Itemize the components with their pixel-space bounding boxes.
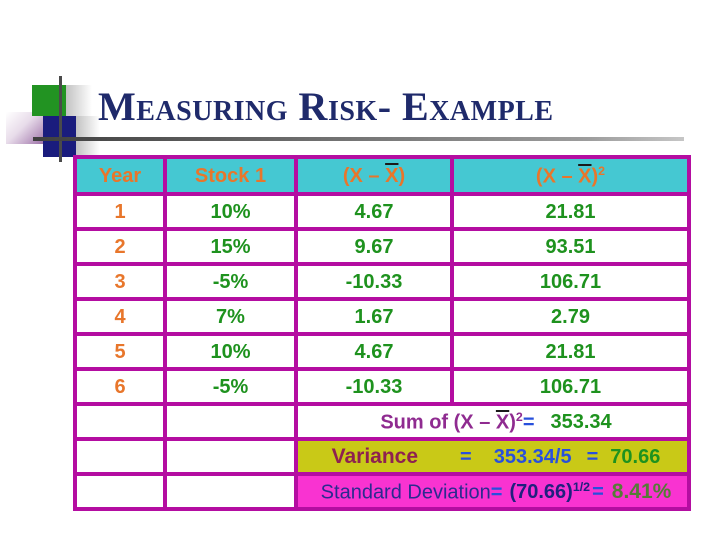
- sum-cell: Sum of (X – X)2= 353.34: [294, 402, 691, 441]
- cell-deviation: 4.67: [294, 332, 454, 371]
- cell-deviation-squared: 106.71: [450, 262, 691, 301]
- cell-year: 2: [73, 227, 167, 266]
- table-row: 2 15% 9.67 93.51: [73, 227, 691, 266]
- table-row: 5 10% 4.67 21.81: [73, 332, 691, 371]
- header-dev-pre: (X –: [342, 164, 386, 187]
- header-devsq-exponent: 2: [598, 163, 606, 178]
- sum-equals-sign: =: [522, 411, 535, 434]
- cell-year: 6: [73, 367, 167, 406]
- stddev-expression: Standard Deviation= (70.66)1/2 = 8.41%: [298, 479, 687, 504]
- header-dev-post: ): [398, 164, 406, 187]
- cell-stock1: 10%: [163, 192, 298, 231]
- stddev-base: (70.66): [509, 481, 573, 504]
- sum-expression: Sum of (X – X)2= 353.34: [298, 409, 687, 434]
- sum-label-close: ): [509, 411, 516, 434]
- cell-deviation-squared: 21.81: [450, 332, 691, 371]
- empty-cell: [163, 437, 298, 476]
- sum-label: Sum of (X –: [380, 411, 496, 434]
- cell-deviation-squared: 2.79: [450, 297, 691, 336]
- variance-value: 70.66: [610, 446, 661, 468]
- cell-deviation-squared: 93.51: [450, 227, 691, 266]
- decoration-navy-shadow: [76, 116, 100, 157]
- variance-equals-sign-2: =: [586, 446, 599, 468]
- sum-row: Sum of (X – X)2= 353.34: [73, 402, 691, 441]
- header-dev-xbar: X: [385, 164, 399, 187]
- table-row: 1 10% 4.67 21.81: [73, 192, 691, 231]
- sum-exponent: 2: [515, 409, 523, 424]
- col-header-deviation-squared: (X – X)2: [450, 155, 691, 196]
- header-devsq-pre: (X –: [535, 165, 579, 188]
- decoration-vertical-line: [59, 76, 62, 162]
- cell-deviation: 9.67: [294, 227, 454, 266]
- cell-deviation: 4.67: [294, 192, 454, 231]
- divider-line: [33, 137, 684, 141]
- table-row: 3 -5% -10.33 106.71: [73, 262, 691, 301]
- table-row: 4 7% 1.67 2.79: [73, 297, 691, 336]
- sum-xbar: X: [495, 411, 510, 434]
- empty-cell: [73, 437, 167, 476]
- variance-row: Variance = 353.34/5 = 70.66: [73, 437, 691, 476]
- table-row: 6 -5% -10.33 106.71: [73, 367, 691, 406]
- cell-deviation: -10.33: [294, 367, 454, 406]
- empty-cell: [163, 472, 298, 511]
- stddev-label: Standard Deviation: [320, 481, 491, 504]
- header-row: Year Stock 1 (X – X) (X – X)2: [73, 155, 691, 196]
- stddev-value: 8.41%: [611, 480, 672, 504]
- cell-year: 5: [73, 332, 167, 371]
- cell-year: 4: [73, 297, 167, 336]
- variance-formula: 353.34/5: [493, 446, 572, 468]
- col-header-year: Year: [73, 155, 167, 196]
- cell-deviation: -10.33: [294, 262, 454, 301]
- variance-label: Variance: [331, 445, 419, 468]
- cell-stock1: -5%: [163, 262, 298, 301]
- cell-deviation-squared: 106.71: [450, 367, 691, 406]
- stddev-equals-sign: =: [490, 481, 503, 504]
- stddev-row: Standard Deviation= (70.66)1/2 = 8.41%: [73, 472, 691, 511]
- stddev-exponent: 1/2: [572, 479, 591, 494]
- cell-stock1: 7%: [163, 297, 298, 336]
- cell-stock1: 10%: [163, 332, 298, 371]
- cell-deviation-squared: 21.81: [450, 192, 691, 231]
- cell-year: 1: [73, 192, 167, 231]
- empty-cell: [73, 402, 167, 441]
- variance-expression: Variance = 353.34/5 = 70.66: [298, 446, 687, 467]
- stddev-equals-sign-2: =: [592, 481, 604, 504]
- col-header-deviation: (X – X): [294, 155, 454, 196]
- risk-table: Year Stock 1 (X – X) (X – X)2 1 10% 4.67…: [73, 155, 691, 511]
- stddev-cell: Standard Deviation= (70.66)1/2 = 8.41%: [294, 472, 691, 511]
- cell-stock1: 15%: [163, 227, 298, 266]
- cell-deviation: 1.67: [294, 297, 454, 336]
- header-devsq-post: ): [591, 165, 599, 188]
- empty-cell: [73, 472, 167, 511]
- variance-equals-sign: =: [460, 446, 472, 468]
- cell-year: 3: [73, 262, 167, 301]
- cell-stock1: -5%: [163, 367, 298, 406]
- sum-value: 353.34: [550, 411, 612, 434]
- empty-cell: [163, 402, 298, 441]
- col-header-stock1: Stock 1: [163, 155, 298, 196]
- page-title: Measuring Risk- Example: [98, 84, 554, 129]
- decoration-green-shadow: [66, 85, 92, 116]
- header-devsq-xbar: X: [578, 165, 592, 188]
- variance-cell: Variance = 353.34/5 = 70.66: [294, 437, 691, 476]
